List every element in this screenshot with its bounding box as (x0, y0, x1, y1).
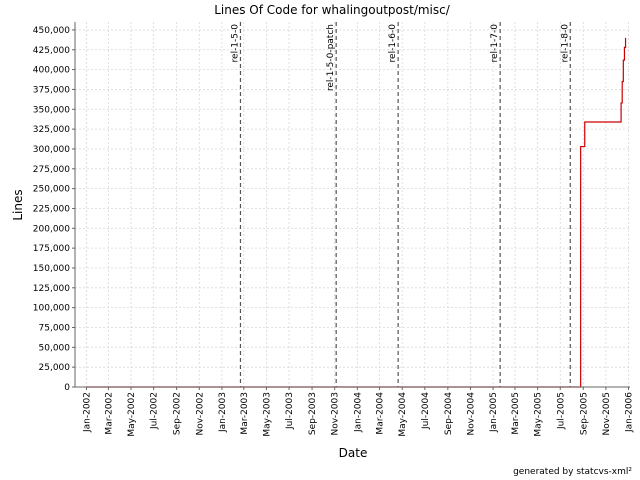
y-tick-label: 375,000 (33, 85, 70, 95)
x-tick-label: Jan-2006 (625, 392, 635, 433)
x-axis-ticks: Jan-2002 Mar-2002 May-2002 Jul-2002 Sep-2002… (83, 387, 635, 437)
x-tick-label: May-2003 (262, 392, 272, 437)
plot-area (75, 22, 630, 387)
x-tick-label: Jul-2004 (421, 392, 431, 430)
x-tick-label: Mar-2005 (511, 392, 521, 435)
generated-by-footer: generated by statcvs-xml² (513, 467, 632, 477)
release-marker-label: rel-1-7-0 (490, 24, 500, 63)
y-tick-label: 225,000 (33, 204, 70, 214)
x-tick-label: May-2004 (398, 392, 408, 437)
x-tick-label: Sep-2005 (579, 392, 589, 435)
plot-background (75, 22, 630, 387)
x-tick-label: May-2002 (127, 392, 137, 437)
x-tick-label: Mar-2004 (376, 392, 386, 435)
y-tick-label: 300,000 (33, 145, 70, 155)
y-tick-label: 25,000 (39, 363, 71, 373)
y-tick-label: 425,000 (33, 46, 70, 56)
x-tick-label: Jan-2004 (353, 392, 363, 433)
y-tick-label: 275,000 (33, 165, 70, 175)
y-tick-label: 325,000 (33, 125, 70, 135)
x-tick-label: Mar-2003 (240, 392, 250, 435)
chart-title: Lines Of Code for whalingoutpost/misc/ (214, 3, 451, 17)
y-tick-label: 450,000 (33, 26, 70, 36)
x-tick-label: Jan-2003 (218, 392, 228, 433)
x-tick-label: Nov-2005 (602, 392, 612, 435)
x-tick-label: Jul-2002 (150, 392, 160, 430)
y-tick-label: 125,000 (33, 284, 70, 294)
y-tick-label: 200,000 (33, 224, 70, 234)
release-marker-label: rel-1-5-0 (230, 24, 240, 63)
x-tick-label: Sep-2002 (173, 392, 183, 435)
x-tick-label: Sep-2003 (308, 392, 318, 435)
release-markers: rel-1-5-0 rel-1-5-0-patch rel-1-6-0 rel-1-7… (230, 22, 571, 387)
x-tick-label: Mar-2002 (104, 392, 114, 435)
release-marker-label: rel-1-8-0 (560, 24, 570, 63)
release-marker-label: rel-1-6-0 (388, 24, 398, 63)
y-tick-label: 175,000 (33, 244, 70, 254)
y-tick-label: 350,000 (33, 105, 70, 115)
x-tick-label: Jan-2002 (83, 392, 93, 433)
y-tick-label: 400,000 (33, 66, 70, 76)
x-axis-title: Date (339, 446, 368, 460)
series-group (86, 37, 627, 388)
x-tick-label: Nov-2002 (195, 392, 205, 435)
x-tick-label: Jan-2005 (489, 392, 499, 433)
gridlines (75, 22, 630, 387)
y-tick-label: 0 (64, 383, 70, 393)
x-tick-label: May-2005 (534, 392, 544, 437)
x-tick-label: Jul-2005 (556, 392, 566, 430)
x-tick-label: Sep-2004 (444, 392, 454, 435)
x-tick-label: Nov-2004 (466, 392, 476, 436)
x-tick-label: Nov-2003 (331, 392, 341, 435)
y-tick-label: 50,000 (39, 343, 71, 353)
y-tick-label: 150,000 (33, 264, 70, 274)
x-tick-label: Jul-2003 (285, 392, 295, 430)
y-tick-label: 75,000 (39, 323, 71, 333)
y-tick-label: 250,000 (33, 185, 70, 195)
y-axis-ticks: 0 25,000 50,000 75,000 100,000 125,000 150,000… (33, 26, 75, 393)
release-marker-label: rel-1-5-0-patch (326, 24, 336, 91)
y-tick-label: 100,000 (33, 304, 70, 314)
y-axis-title: Lines (11, 189, 25, 220)
loc-series-line (86, 37, 627, 388)
